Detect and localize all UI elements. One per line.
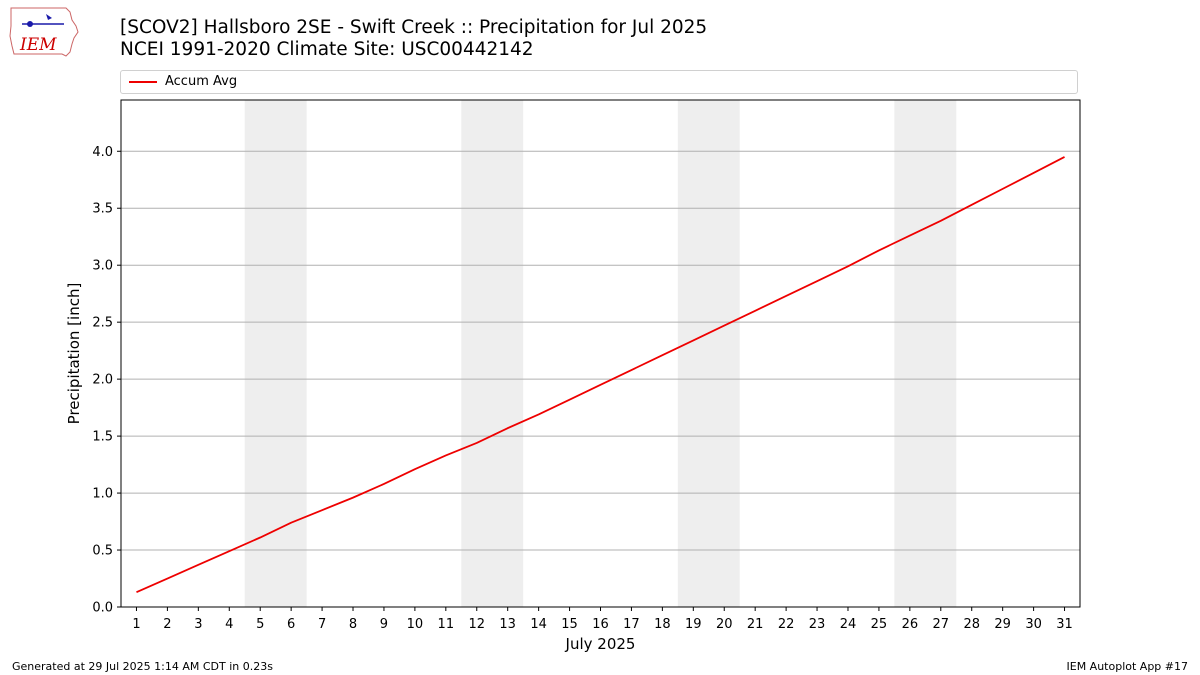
y-tick-label: 0.0	[92, 601, 113, 616]
y-tick-label: 0.5	[92, 544, 113, 559]
y-tick-label: 2.0	[92, 373, 113, 388]
x-tick-label: 22	[778, 617, 795, 632]
series-line-accum-avg	[136, 156, 1065, 594]
x-tick-label: 20	[716, 617, 733, 632]
plot-frame	[120, 99, 1081, 608]
x-tick-label: 25	[871, 617, 888, 632]
x-axis-label: July 2025	[565, 635, 636, 653]
x-tick-label: 4	[225, 617, 233, 632]
iowa-state-outline-icon	[9, 7, 79, 57]
x-tick-label: 16	[592, 617, 609, 632]
legend-swatch-accum-avg	[129, 81, 157, 83]
legend: Accum Avg	[120, 70, 1078, 94]
x-tick-label: 6	[287, 617, 295, 632]
x-tick-label: 10	[407, 617, 424, 632]
weekend-shade-2	[461, 100, 524, 607]
x-tick-label: 27	[933, 617, 950, 632]
x-tick-label: 19	[685, 617, 702, 632]
x-tick-label: 23	[809, 617, 826, 632]
x-tick-label: 11	[438, 617, 455, 632]
generated-timestamp: Generated at 29 Jul 2025 1:14 AM CDT in …	[12, 660, 273, 673]
x-tick-label: 2	[163, 617, 171, 632]
x-tick-label: 7	[318, 617, 326, 632]
chart-title-line-1: [SCOV2] Hallsboro 2SE - Swift Creek :: P…	[120, 17, 708, 38]
x-tick-label: 28	[963, 617, 980, 632]
weekend-shade-1	[244, 100, 307, 607]
x-tick-label: 1	[132, 617, 140, 632]
weekend-shade-3	[677, 100, 740, 607]
x-tick-label: 9	[380, 617, 388, 632]
iem-logo-icon: IEM	[9, 7, 79, 57]
x-tick-label: 24	[840, 617, 857, 632]
y-tick-label: 3.5	[92, 202, 113, 217]
logo-dot-icon	[27, 21, 33, 27]
x-tick-label: 3	[194, 617, 202, 632]
logo-text: IEM	[19, 35, 57, 55]
legend-label-accum-avg: Accum Avg	[165, 74, 238, 89]
x-tick-label: 30	[1025, 617, 1042, 632]
y-tick-label: 3.0	[92, 259, 113, 274]
x-tick-label: 29	[994, 617, 1011, 632]
x-tick-label: 13	[499, 617, 516, 632]
x-tick-label: 18	[654, 617, 671, 632]
y-tick-label: 4.0	[92, 145, 113, 160]
y-axis-label: Precipitation [inch]	[65, 283, 83, 425]
x-tick-label: 12	[468, 617, 485, 632]
x-tick-label: 31	[1056, 617, 1073, 632]
chart-title: [SCOV2] Hallsboro 2SE - Swift Creek :: P…	[120, 17, 707, 61]
x-tick-label: 26	[902, 617, 919, 632]
y-tick-label: 1.5	[92, 430, 113, 445]
x-tick-label: 17	[623, 617, 640, 632]
app-label: IEM Autoplot App #17	[1066, 660, 1189, 673]
x-tick-label: 15	[561, 617, 578, 632]
x-tick-label: 21	[747, 617, 764, 632]
y-tick-label: 2.5	[92, 316, 113, 331]
y-tick-label: 1.0	[92, 487, 113, 502]
x-tick-label: 5	[256, 617, 264, 632]
logo-flag-icon	[46, 14, 52, 20]
chart-title-line-2: NCEI 1991-2020 Climate Site: USC00442142	[120, 39, 534, 60]
x-tick-label: 8	[349, 617, 357, 632]
x-tick-label: 14	[530, 617, 547, 632]
weekend-shade-4	[894, 100, 957, 607]
